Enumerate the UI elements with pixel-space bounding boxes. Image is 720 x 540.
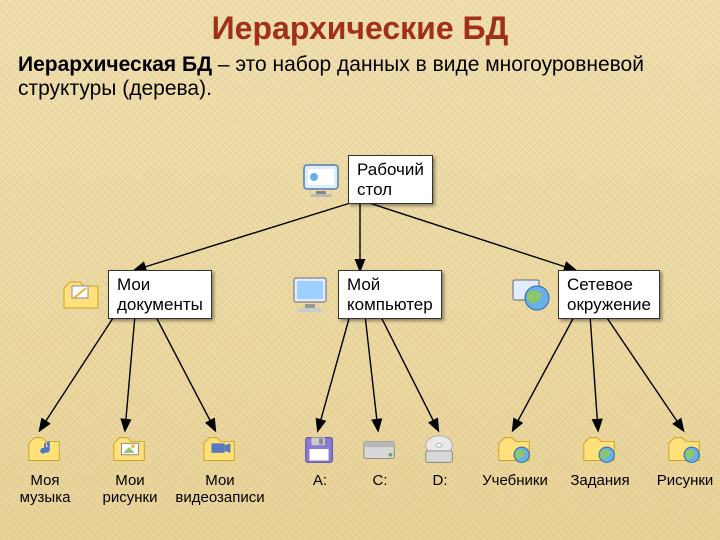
folder-docs-icon [60, 274, 102, 316]
branch-network: Сетевое окружение [510, 270, 660, 319]
branch-label: Сетевое окружение [558, 270, 660, 319]
globe-icon [510, 274, 552, 316]
hdd-icon [360, 430, 400, 470]
folder-pics-icon [110, 430, 150, 470]
leaf-node: Учебники [470, 430, 560, 489]
leaf-label: Задания [555, 472, 645, 489]
monitor-icon [290, 274, 332, 316]
branch-label: Мои документы [108, 270, 212, 319]
cd-icon [420, 430, 460, 470]
leaf-node: Мои видеозаписи [175, 430, 265, 506]
floppy-icon [300, 430, 340, 470]
net-folder-icon [665, 430, 705, 470]
leaf-label: Мои рисунки [85, 472, 175, 506]
branch-docs: Мои документы [60, 270, 212, 319]
leaf-node: Рисунки [640, 430, 720, 489]
folder-music-icon [25, 430, 65, 470]
net-folder-icon [495, 430, 535, 470]
tree-diagram: Рабочий стол Мои документы Мой компьютер Се… [0, 0, 720, 540]
leaf-label: Мои видеозаписи [175, 472, 265, 506]
leaf-label: Рисунки [640, 472, 720, 489]
leaf-node: Моя музыка [0, 430, 90, 506]
branch-label: Мой компьютер [338, 270, 442, 319]
root-label: Рабочий стол [348, 155, 433, 204]
leaf-node: Задания [555, 430, 645, 489]
branch-pc: Мой компьютер [290, 270, 442, 319]
net-folder-icon [580, 430, 620, 470]
leaf-label: Учебники [470, 472, 560, 489]
folder-video-icon [200, 430, 240, 470]
desktop-icon [300, 159, 342, 201]
root-node: Рабочий стол [300, 155, 433, 204]
leaf-label: Моя музыка [0, 472, 90, 506]
leaf-node: Мои рисунки [85, 430, 175, 506]
